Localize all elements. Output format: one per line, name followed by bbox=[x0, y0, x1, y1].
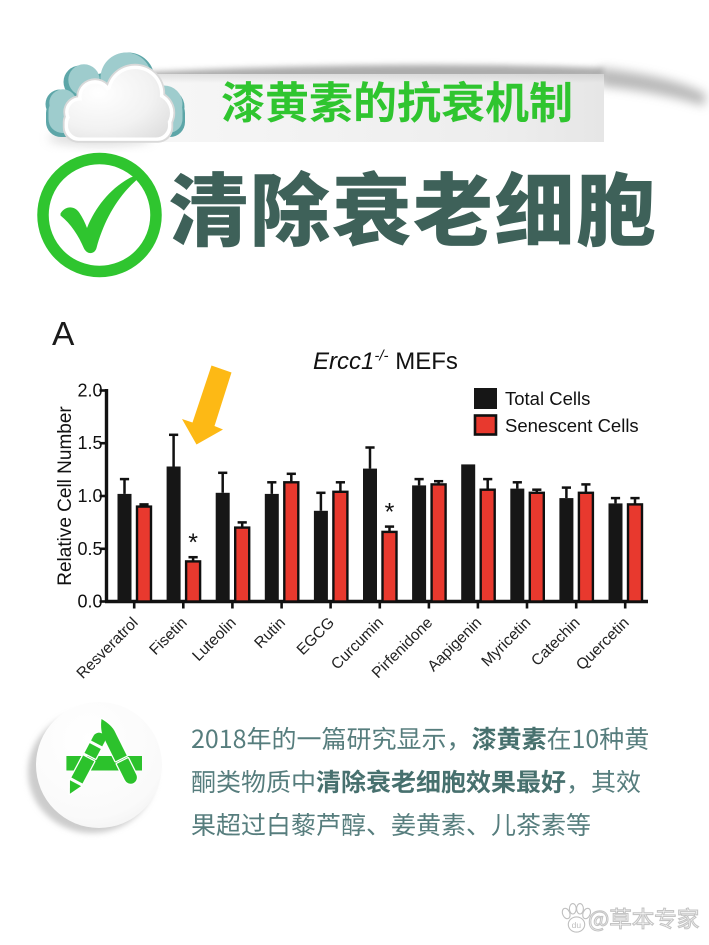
svg-text:0.0: 0.0 bbox=[77, 592, 102, 612]
svg-text:2.0: 2.0 bbox=[77, 381, 102, 401]
svg-text:Senescent Cells: Senescent Cells bbox=[505, 415, 639, 436]
svg-text:A: A bbox=[52, 316, 75, 353]
svg-text:Resveratrol: Resveratrol bbox=[74, 614, 142, 682]
svg-text:0.5: 0.5 bbox=[77, 539, 102, 559]
svg-text:EGCG: EGCG bbox=[294, 614, 338, 658]
svg-text:du: du bbox=[572, 920, 582, 930]
svg-text:Rutin: Rutin bbox=[251, 614, 289, 652]
svg-text:*: * bbox=[385, 499, 395, 527]
svg-text:Aapigenin: Aapigenin bbox=[424, 614, 485, 675]
svg-text:Total Cells: Total Cells bbox=[505, 388, 590, 409]
svg-text:Myricetin: Myricetin bbox=[478, 614, 534, 670]
svg-text:Quercetin: Quercetin bbox=[573, 614, 633, 674]
svg-text:Luteolin: Luteolin bbox=[189, 614, 239, 664]
svg-text:Relative Cell Number: Relative Cell Number bbox=[55, 406, 76, 586]
svg-text:1.0: 1.0 bbox=[77, 486, 102, 506]
svg-text:1.5: 1.5 bbox=[77, 433, 102, 453]
svg-text:Fisetin: Fisetin bbox=[146, 614, 190, 658]
svg-text:*: * bbox=[188, 529, 198, 557]
svg-text:Ercc1-/- MEFs: Ercc1-/- MEFs bbox=[313, 348, 458, 376]
